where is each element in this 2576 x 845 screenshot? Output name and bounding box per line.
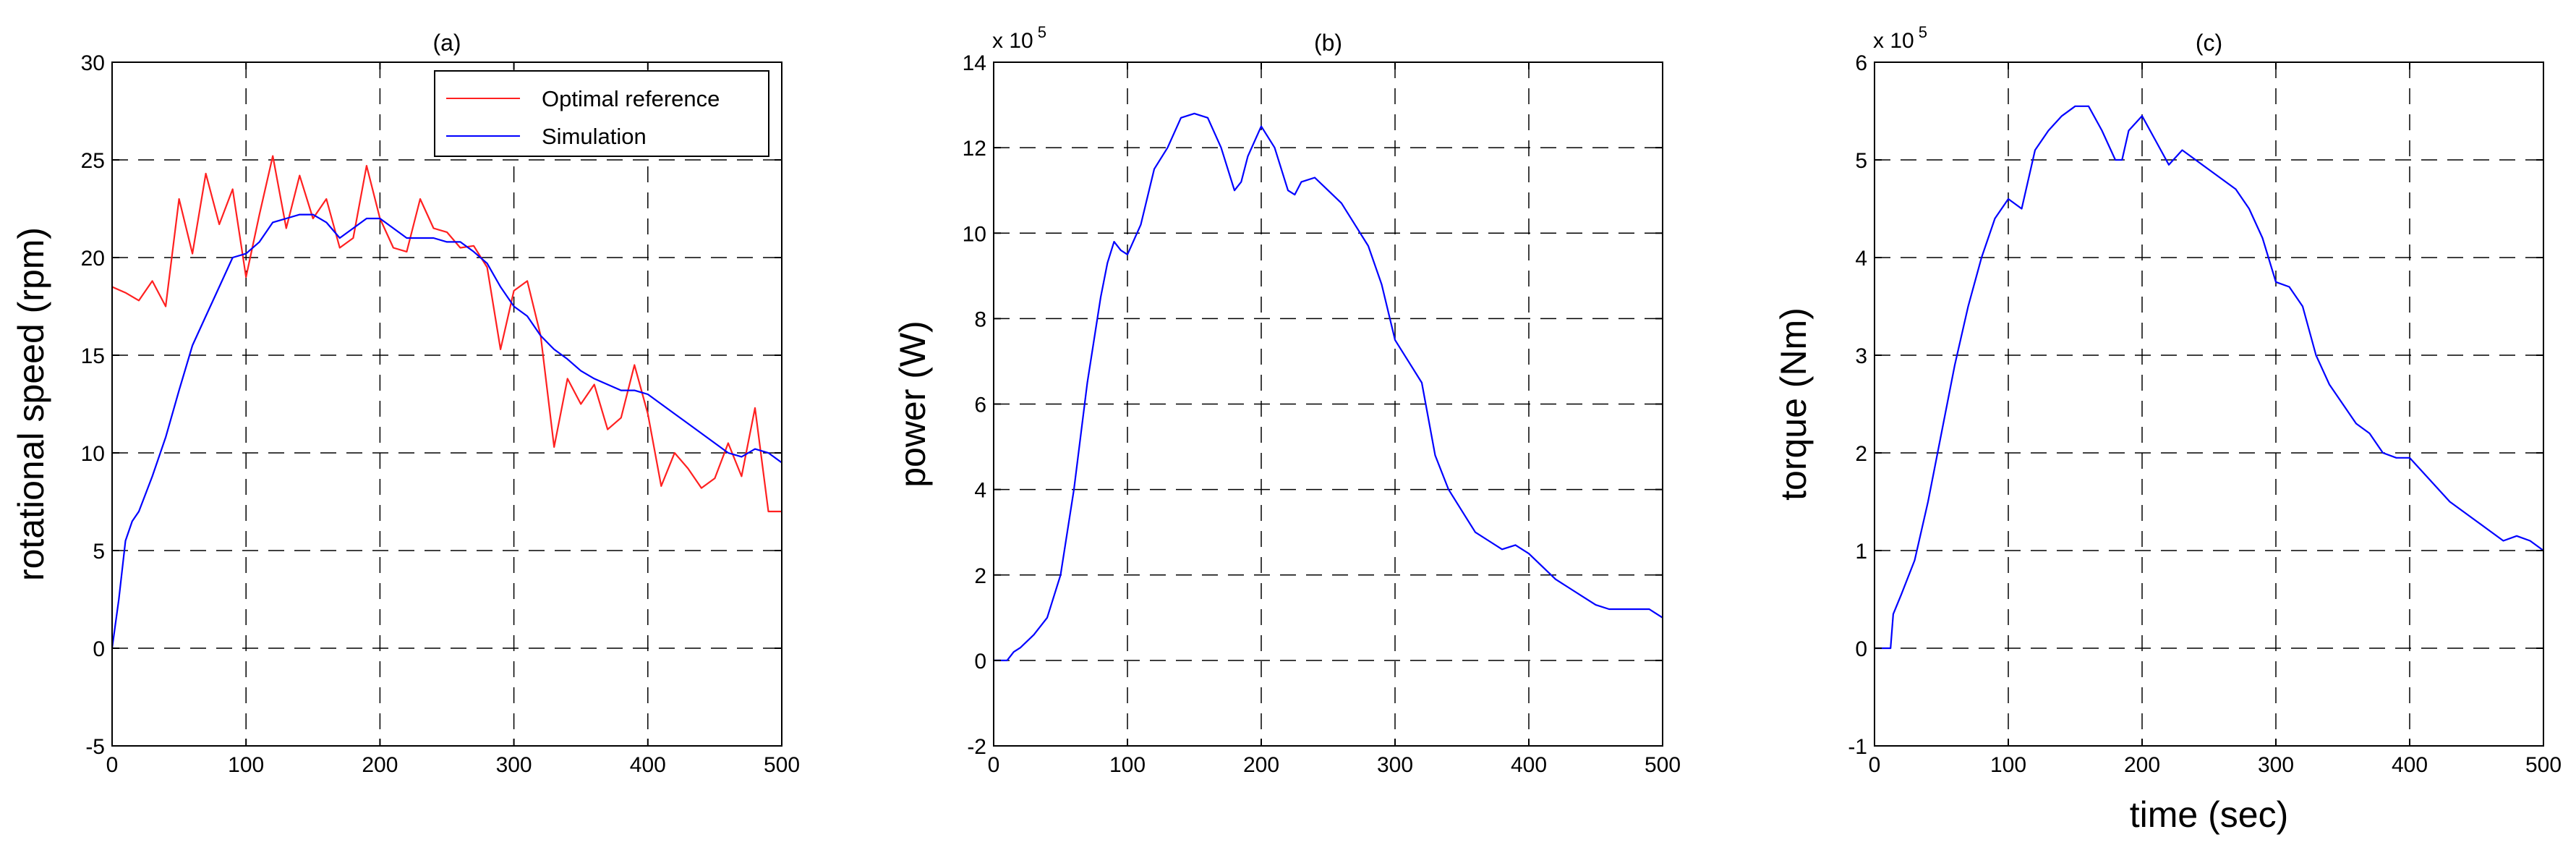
x-tick-labels: 0 100 200 300 400 500 <box>106 753 800 777</box>
y-tick-label: 4 <box>1855 247 1867 271</box>
x-tick-label: 400 <box>2392 753 2428 777</box>
x-tick-label: 100 <box>1990 753 2026 777</box>
x-tick-label: 400 <box>630 753 666 777</box>
x-tick-label: 100 <box>228 753 264 777</box>
series-lines <box>994 112 1663 662</box>
y-tick-label: 5 <box>1855 149 1867 173</box>
y-multiplier-exponent: 5 <box>1038 23 1046 41</box>
legend-label-optimal-reference: Optimal reference <box>542 86 720 111</box>
y-tick-labels: -1 0 1 2 3 4 5 6 <box>1848 51 1867 759</box>
x-tick-label: 500 <box>1645 753 1681 777</box>
gridlines <box>112 62 782 746</box>
x-tick-labels: 0 100 200 300 400 500 <box>1869 753 2562 777</box>
y-tick-labels: -2 0 2 4 6 8 10 12 14 <box>963 51 986 759</box>
x-tick-labels: 0 100 200 300 400 500 <box>988 753 1681 777</box>
panel-title: (c) <box>2196 30 2222 56</box>
x-tick-label: 500 <box>2525 753 2562 777</box>
y-multiplier-base: x 10 <box>992 29 1033 53</box>
series-line-optimal-reference <box>111 155 782 513</box>
y-tick-label: -2 <box>967 735 986 759</box>
x-tick-label: 300 <box>496 753 532 777</box>
tick-marks <box>993 61 1663 747</box>
series-line-series-0 <box>994 112 1663 662</box>
x-tick-label: 0 <box>988 753 1000 777</box>
plot-frame <box>1874 61 2544 747</box>
tick-marks <box>111 61 782 747</box>
y-tick-label: 6 <box>1855 51 1867 75</box>
x-tick-label: 300 <box>1377 753 1413 777</box>
legend-box <box>434 70 769 157</box>
y-tick-label: 1 <box>1855 540 1867 564</box>
panel-title: (a) <box>432 30 461 56</box>
y-multiplier-base: x 10 <box>1873 29 1914 53</box>
y-tick-label: 10 <box>81 442 105 466</box>
legend-label-simulation: Simulation <box>542 124 647 149</box>
y-tick-label: 0 <box>974 650 986 674</box>
y-tick-label: 3 <box>1855 344 1867 368</box>
y-tick-label: 4 <box>974 479 986 503</box>
y-tick-labels: -5 0 5 10 15 20 25 30 <box>81 51 105 759</box>
y-multiplier-exponent: 5 <box>1919 23 1927 41</box>
y-tick-label: 20 <box>81 247 105 271</box>
tick-marks <box>1874 61 2544 747</box>
series-lines <box>111 155 782 649</box>
panel-title: (b) <box>1314 30 1342 56</box>
series-lines <box>1875 105 2544 650</box>
gridlines <box>1875 62 2543 746</box>
x-tick-label: 300 <box>2258 753 2294 777</box>
y-tick-label: 10 <box>963 222 986 246</box>
y-tick-label: -5 <box>85 735 105 759</box>
x-tick-label: 200 <box>2124 753 2160 777</box>
y-multiplier: x 10 5 <box>992 23 1046 53</box>
y-tick-label: 25 <box>81 149 105 173</box>
y-tick-label: 0 <box>1855 637 1867 661</box>
y-tick-label: 6 <box>974 394 986 417</box>
x-tick-label: 200 <box>1243 753 1279 777</box>
y-tick-label: 12 <box>963 137 986 161</box>
legend: Optimal reference Simulation <box>434 70 769 157</box>
y-tick-label: 0 <box>93 637 105 661</box>
y-multiplier: x 10 5 <box>1873 23 1927 53</box>
y-axis-label: power (W) <box>892 320 933 488</box>
y-axis-label: torque (Nm) <box>1773 307 1814 501</box>
y-tick-label: 2 <box>974 564 986 588</box>
x-tick-label: 100 <box>1109 753 1146 777</box>
y-axis-label: rotational speed (rpm) <box>11 227 51 581</box>
series-line-simulation <box>111 213 782 649</box>
x-tick-label: 400 <box>1511 753 1547 777</box>
y-tick-label: 15 <box>81 344 105 368</box>
x-axis-label: time (sec) <box>2130 794 2288 835</box>
y-tick-label: 14 <box>963 51 986 75</box>
y-tick-label: 5 <box>93 540 105 564</box>
x-tick-label: 0 <box>106 753 119 777</box>
y-tick-label: 8 <box>974 307 986 331</box>
x-tick-label: 500 <box>764 753 800 777</box>
y-tick-label: 30 <box>81 51 105 75</box>
y-tick-label: 2 <box>1855 442 1867 466</box>
series-line-series-0 <box>1875 105 2544 650</box>
plot-frame <box>111 61 782 747</box>
x-tick-label: 200 <box>362 753 398 777</box>
y-tick-label: -1 <box>1848 735 1867 759</box>
x-tick-label: 0 <box>1869 753 1881 777</box>
